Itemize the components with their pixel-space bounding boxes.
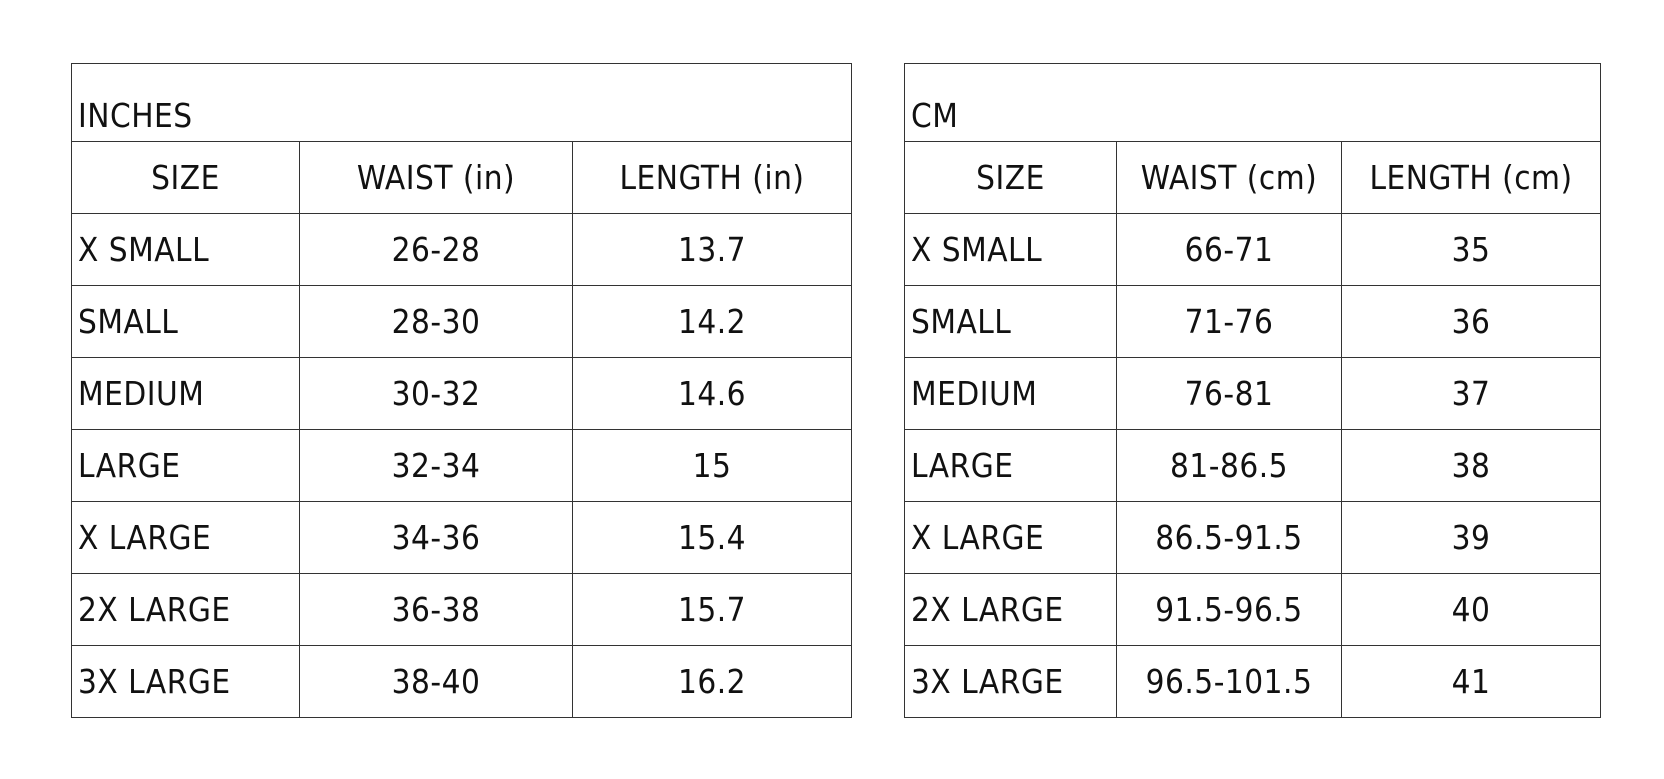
title-row: CM <box>903 63 1602 142</box>
table-row: 3X LARGE 96.5-101.5 41 <box>904 645 1602 718</box>
size-cell: 2X LARGE <box>904 573 1117 646</box>
table-row: 2X LARGE 91.5-96.5 40 <box>904 573 1602 646</box>
column-header: WAIST (in) <box>299 141 573 214</box>
table-row: SMALL 28-30 14.2 <box>71 285 852 358</box>
waist-cell: 96.5-101.5 <box>1116 645 1342 718</box>
column-header: SIZE <box>71 141 300 214</box>
title-row: INCHES <box>71 63 852 142</box>
size-cell: 2X LARGE <box>71 573 300 646</box>
table-row: X SMALL 66-71 35 <box>904 213 1602 286</box>
length-cell: 35 <box>1340 213 1602 286</box>
table-row: LARGE 32-34 15 <box>71 429 852 502</box>
size-cell: SMALL <box>904 285 1117 358</box>
size-cell: X LARGE <box>904 501 1117 574</box>
length-cell: 15.7 <box>572 573 852 646</box>
length-cell: 15.4 <box>572 501 852 574</box>
table-row: MEDIUM 30-32 14.6 <box>71 357 852 430</box>
size-cell: 3X LARGE <box>904 645 1117 718</box>
table-row: SMALL 71-76 36 <box>904 285 1602 358</box>
size-cell: LARGE <box>71 429 300 502</box>
table-row: MEDIUM 76-81 37 <box>904 357 1602 430</box>
waist-cell: 86.5-91.5 <box>1116 501 1342 574</box>
length-cell: 38 <box>1340 429 1602 502</box>
column-header: LENGTH (in) <box>572 141 852 214</box>
table-row: LARGE 81-86.5 38 <box>904 429 1602 502</box>
waist-cell: 38-40 <box>299 645 573 718</box>
waist-cell: 30-32 <box>299 357 573 430</box>
length-cell: 40 <box>1340 573 1602 646</box>
size-cell: X SMALL <box>71 213 300 286</box>
length-cell: 36 <box>1340 285 1602 358</box>
table-title: CM <box>903 63 1602 142</box>
inches-size-table: INCHES SIZE WAIST (in) LENGTH (in) X SMALL 26… <box>71 63 852 718</box>
waist-cell: 26-28 <box>299 213 573 286</box>
header-row: SIZE WAIST (in) LENGTH (in) <box>71 141 852 214</box>
length-cell: 41 <box>1340 645 1602 718</box>
length-cell: 37 <box>1340 357 1602 430</box>
length-cell: 13.7 <box>572 213 852 286</box>
size-cell: SMALL <box>71 285 300 358</box>
length-cell: 16.2 <box>572 645 852 718</box>
size-cell: MEDIUM <box>904 357 1117 430</box>
column-header: SIZE <box>904 141 1117 214</box>
length-cell: 15 <box>572 429 852 502</box>
column-header: WAIST (cm) <box>1116 141 1342 214</box>
waist-cell: 76-81 <box>1116 357 1342 430</box>
waist-cell: 36-38 <box>299 573 573 646</box>
cm-size-table: CM SIZE WAIST (cm) LENGTH (cm) X SMALL 66-71 3… <box>903 63 1602 718</box>
length-cell: 39 <box>1340 501 1602 574</box>
table-row: X SMALL 26-28 13.7 <box>71 213 852 286</box>
table-row: X LARGE 34-36 15.4 <box>71 501 852 574</box>
table-row: 3X LARGE 38-40 16.2 <box>71 645 852 718</box>
waist-cell: 28-30 <box>299 285 573 358</box>
waist-cell: 71-76 <box>1116 285 1342 358</box>
header-row: SIZE WAIST (cm) LENGTH (cm) <box>904 141 1602 214</box>
size-cell: X SMALL <box>904 213 1117 286</box>
size-cell: MEDIUM <box>71 357 300 430</box>
waist-cell: 81-86.5 <box>1116 429 1342 502</box>
waist-cell: 66-71 <box>1116 213 1342 286</box>
size-cell: LARGE <box>904 429 1117 502</box>
table-row: 2X LARGE 36-38 15.7 <box>71 573 852 646</box>
size-cell: 3X LARGE <box>71 645 300 718</box>
size-cell: X LARGE <box>71 501 300 574</box>
length-cell: 14.6 <box>572 357 852 430</box>
table-title: INCHES <box>71 63 852 142</box>
column-header: LENGTH (cm) <box>1340 141 1602 214</box>
table-row: X LARGE 86.5-91.5 39 <box>904 501 1602 574</box>
waist-cell: 32-34 <box>299 429 573 502</box>
waist-cell: 91.5-96.5 <box>1116 573 1342 646</box>
length-cell: 14.2 <box>572 285 852 358</box>
waist-cell: 34-36 <box>299 501 573 574</box>
